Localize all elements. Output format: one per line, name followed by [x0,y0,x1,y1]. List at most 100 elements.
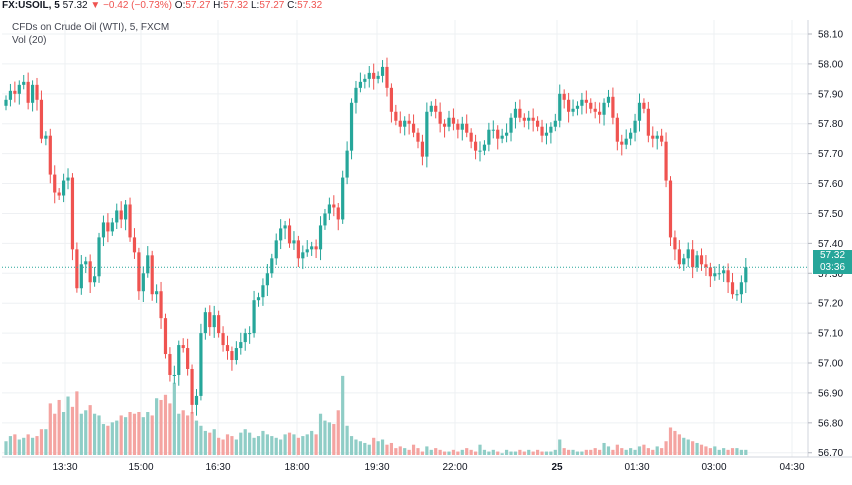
candle-body [265,273,269,286]
volume-bar [186,415,190,455]
candle-body [655,135,659,139]
volume-bar [629,448,633,455]
candle-body [544,132,549,136]
candle-body [420,141,425,157]
volume-bar [686,439,690,455]
price-tick-label: 58.00 [818,59,843,70]
candle-body [465,123,469,133]
volume-bar [17,439,21,455]
volume-bar [150,415,154,455]
candle-body [199,333,203,396]
volume-bar [101,424,106,455]
volume-bar [203,430,207,455]
volume-bar [208,432,212,455]
candle-body [53,174,57,193]
volume-bar [651,449,655,455]
volume-bar [93,413,97,455]
candle-body [668,180,673,238]
price-tick-label: 57.10 [818,329,843,340]
volume-bar [633,449,637,455]
candle-body [411,123,416,133]
volume-bar [323,420,327,455]
volume-bar [562,448,566,455]
candle-body [642,102,646,109]
candle-body [270,258,274,274]
volume-bar [137,412,141,455]
time-tick-label: 13:30 [52,462,77,473]
candle-body [567,99,571,112]
volume-bar [380,439,385,455]
volume-bar [704,446,708,455]
volume-bar [487,451,491,455]
last-price: 57.32 [62,0,88,11]
candle-body [571,108,575,112]
volume-bar [30,437,35,455]
last-price-tag: 57.32 [813,250,852,262]
volume-bar [465,448,469,455]
candle-body [26,81,30,103]
candle-body [305,249,309,253]
candle-body [221,333,225,346]
candle-body [256,297,261,301]
volume-bar [389,442,394,455]
price-tick-label: 58.10 [818,30,843,41]
time-tick-label: 01:30 [624,462,649,473]
candle-body [615,117,619,142]
volume-bar [567,449,571,455]
volume-bar [190,412,194,455]
volume-bar [668,427,673,455]
candle-body [691,249,695,268]
volume-bar [332,424,336,455]
candle-body [637,102,642,121]
volume-bar [491,449,495,455]
volume-bar [141,417,145,455]
volume-bar [451,449,456,455]
volume-bar [394,448,398,455]
candle-body [172,374,176,376]
candle-body [17,84,21,94]
volume-bar [447,451,451,455]
volume-bar [8,436,13,455]
candle-body [677,249,681,265]
volume-bar [429,449,433,455]
candle-body [4,99,8,106]
candle-body [620,141,624,145]
candle-body [248,333,252,335]
volume-bar [53,413,57,455]
volume-bar [296,437,300,455]
volume-bar [518,449,522,455]
candle-body [141,273,145,292]
volume-bar [606,446,611,455]
candle-body [726,270,730,283]
candle-body [403,120,407,127]
volume-bar [527,449,531,455]
volume-bar [558,439,562,455]
candle-body [673,237,677,250]
volume-bar [655,446,659,455]
candle-body [451,117,456,124]
candle-body [203,312,207,334]
candle-body [527,117,531,121]
candle-body [332,204,336,208]
candle-body [234,348,238,361]
volume-bar [124,417,128,455]
candle-body [186,348,190,369]
candle-body [584,99,588,103]
candle-body [310,246,314,250]
open-value: 57.27 [185,0,211,11]
candle-body [398,120,402,127]
candles [4,57,748,416]
candle-body [146,255,150,274]
volume-indicator-label[interactable]: Vol (20) [12,35,47,46]
volume-bar [611,449,615,455]
volume-bar [39,429,44,455]
candle-body [84,261,88,265]
volume-bar [146,412,150,455]
volume-bar [256,436,261,455]
volume-bar [575,451,580,455]
candle-body [416,132,420,142]
volume-bar [420,451,425,455]
symbol-name[interactable]: FX:USOIL, 5 [2,0,60,11]
